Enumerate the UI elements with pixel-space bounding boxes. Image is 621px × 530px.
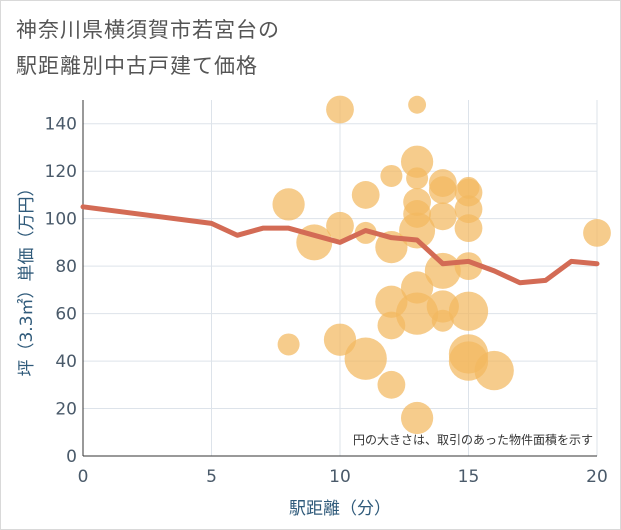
scatter-point — [454, 214, 483, 243]
scatter-point — [377, 370, 406, 399]
scatter-point — [351, 181, 380, 209]
y-tick-label: 120 — [45, 162, 77, 182]
scatter-point — [424, 252, 461, 289]
y-tick-label: 140 — [45, 115, 77, 135]
chart-title-line-1: 神奈川県横須賀市若宮台の — [16, 18, 280, 42]
scatter-point — [454, 252, 483, 281]
y-axis-title: 坪（3.3㎡）単価（万円） — [17, 179, 37, 376]
scatter-point — [272, 188, 305, 221]
scatter-point — [277, 333, 300, 356]
average-price-line — [80, 204, 600, 286]
y-tick-label: 60 — [55, 305, 77, 325]
x-tick-label: 10 — [329, 467, 351, 487]
x-tick-label: 20 — [586, 467, 608, 487]
scatter-point — [344, 337, 387, 380]
y-tick-label: 20 — [55, 400, 77, 420]
scatter-point — [406, 167, 429, 190]
scatter-point — [380, 164, 403, 187]
scatter-point — [408, 95, 427, 114]
scatter-point — [326, 211, 354, 240]
scatter-point — [326, 95, 354, 124]
bubble-size-note: 円の大きさは、取引のあった物件面積を示す — [353, 432, 593, 447]
chart-title-line-2: 駅距離別中古戸建て価格 — [16, 54, 258, 78]
x-tick-label: 0 — [78, 467, 89, 487]
x-tick-label: 5 — [206, 467, 217, 487]
x-tick-label: 15 — [458, 467, 480, 487]
scatter-point — [400, 401, 434, 435]
y-tick-label: 40 — [55, 352, 77, 372]
scatter-point — [474, 350, 514, 391]
scatter-point — [583, 219, 611, 247]
chart-title: 神奈川県横須賀市若宮台の 駅距離別中古戸建て価格 — [16, 12, 280, 84]
scatter-point — [431, 309, 454, 332]
scatter-point — [448, 291, 489, 331]
y-tick-label: 100 — [45, 210, 77, 230]
scatter-point — [428, 176, 457, 205]
y-tick-label: 80 — [55, 257, 77, 277]
scatter-point — [428, 202, 457, 231]
x-axis-title: 駅距離（分） — [289, 499, 391, 519]
scatter-point — [400, 145, 434, 178]
y-tick-label: 0 — [66, 447, 77, 467]
